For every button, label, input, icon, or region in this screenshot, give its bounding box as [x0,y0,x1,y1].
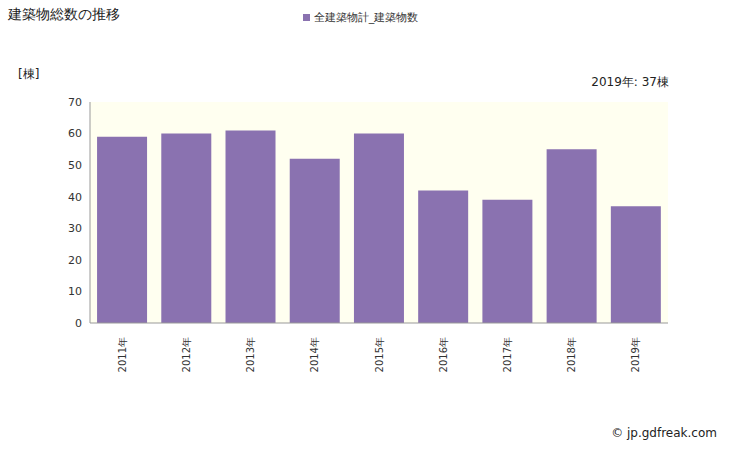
svg-text:2014年: 2014年 [309,337,320,372]
svg-text:60: 60 [68,127,82,140]
html-text:全建築物計_建築物数: 全建築物計_建築物数 [313,11,419,24]
svg-text:2016年: 2016年 [438,337,449,372]
html-text:[棟]: [棟] [18,67,40,81]
svg-text:2015年: 2015年 [374,337,385,372]
svg-text:2011年: 2011年 [117,337,128,372]
svg-text:2018年: 2018年 [566,337,577,372]
svg-text:2012年: 2012年 [181,337,192,372]
svg-text:40: 40 [68,191,82,204]
html-text:2019年: 37棟: 2019年: 37棟 [591,75,669,89]
svg-text:10: 10 [68,285,82,298]
svg-text:2013年: 2013年 [245,337,256,372]
svg-text:70: 70 [68,96,82,109]
svg-text:2019年: 2019年 [630,337,641,372]
svg-text:0: 0 [75,317,82,330]
html-text:© jp.gdfreak.com: © jp.gdfreak.com [611,426,717,440]
svg-text:20: 20 [68,254,82,267]
html-text:建築物総数の推移: 建築物総数の推移 [8,6,120,22]
svg-text:30: 30 [68,222,82,235]
svg-text:2017年: 2017年 [502,337,513,372]
svg-text:50: 50 [68,159,82,172]
